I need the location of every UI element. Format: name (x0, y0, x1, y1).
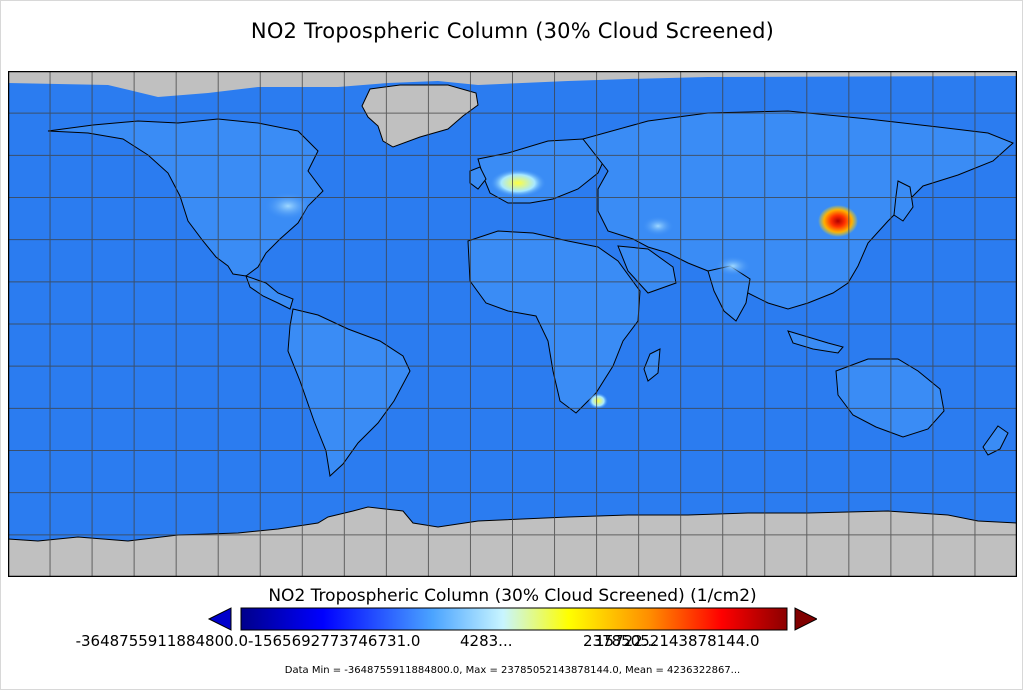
coastline-outlines (8, 84, 1017, 542)
hotspot-middle-east (642, 216, 674, 236)
colorbar-tick-min: -3648755911884800.0 (75, 632, 248, 650)
hotspot-india (715, 256, 751, 276)
greenland-no-data (362, 85, 478, 147)
arabia (617, 245, 677, 294)
indonesia (787, 330, 844, 354)
colorbar-tick: 4283... (460, 632, 513, 650)
hotspot-europe (490, 169, 546, 197)
data-stats: Data Min = -3648755911884800.0, Max = 23… (284, 665, 741, 676)
asia (582, 110, 1014, 310)
colorbar-title: NO2 Tropospheric Column (30% Cloud Scree… (268, 586, 757, 606)
colorbar-tick-max: 23785052143878144.0 (583, 632, 760, 650)
new-zealand (982, 425, 1009, 456)
colorbar (207, 607, 817, 631)
hotspot-south-africa (588, 393, 608, 409)
graticule (8, 71, 1017, 577)
colorbar-tick: -1565692773746731.0 (248, 632, 421, 650)
central-america (245, 275, 294, 310)
map-title: NO2 Tropospheric Column (30% Cloud Scree… (250, 19, 775, 43)
colorbar-min-arrow (207, 607, 232, 631)
south-america (287, 308, 411, 478)
colorbar-max-arrow (794, 607, 817, 631)
world-map (8, 71, 1017, 577)
map-border (8, 71, 1017, 577)
colorbar-tick: 15722... (595, 632, 658, 650)
australia (835, 358, 945, 438)
colorbar-gradient (240, 607, 788, 631)
hotspot-east-china (818, 205, 858, 237)
hotspot-us-east (264, 192, 312, 220)
no2-hotspots (264, 169, 858, 409)
japan (893, 180, 914, 222)
